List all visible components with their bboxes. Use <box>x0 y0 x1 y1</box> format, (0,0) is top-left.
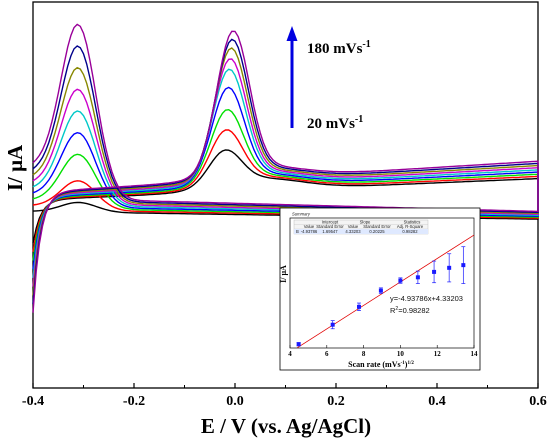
inset-fit-line <box>297 234 475 349</box>
inset-marker <box>398 278 403 283</box>
inset-x-ticks: 4 6 8 10 12 14 <box>288 345 478 358</box>
summary-group-header: Slope <box>360 220 371 225</box>
annotation-20-text: 20 mVs <box>307 116 355 132</box>
inset-xlabel-suffix-exp: 1/2 <box>407 361 414 366</box>
inset-data-point <box>398 277 403 284</box>
inset-data-point <box>357 302 361 311</box>
summary-col-header: Standard Error <box>363 224 391 229</box>
inset-data-point <box>378 287 383 294</box>
inset-marker <box>330 322 335 327</box>
summary-cell: 0.98282 <box>402 229 418 234</box>
inset-marker <box>296 342 301 347</box>
annotation-20: 20 mVs-1 <box>307 114 363 132</box>
inset-marker <box>357 304 361 309</box>
summary-col-header: Value <box>348 224 359 229</box>
inset-x-tick-label: 12 <box>434 350 442 358</box>
inset-data-point <box>447 253 452 283</box>
inset-marker <box>378 288 383 293</box>
inset-xlabel-main: Scan rate (mVs <box>348 360 400 369</box>
fit-r-squared: R2=0.98282 <box>390 306 430 315</box>
inset-data-point <box>461 246 466 284</box>
inset-points <box>296 246 466 347</box>
main-x-tick-label: -0.4 <box>22 394 44 409</box>
summary-title: Summary <box>292 212 311 217</box>
main-x-tick-label: -0.2 <box>123 394 145 409</box>
main-x-axis-label: E / V (vs. Ag/AgCl) <box>201 414 371 438</box>
summary-group-header: Intercept <box>322 220 339 225</box>
annotation-180: 180 mVs-1 <box>307 39 371 57</box>
summary-cell: 1.69547 <box>322 229 338 234</box>
main-y-axis-label: I/ μA <box>3 144 27 191</box>
summary-cell: -4.93786 <box>301 229 318 234</box>
summary-row-highlight <box>294 229 428 234</box>
main-x-tick-label: 0.2 <box>327 394 345 409</box>
scan-rate-arrow-head <box>286 26 298 41</box>
inset-xlabel-suffix: ) <box>405 360 408 369</box>
inset-fit-line-path <box>297 234 475 349</box>
main-x-tick-label: 0.0 <box>226 394 244 409</box>
main-x-tick-label: 0.6 <box>529 394 547 409</box>
r2-suffix: =0.98282 <box>398 306 430 315</box>
inset-marker <box>432 269 437 274</box>
summary-col-header: Value <box>304 224 315 229</box>
inset-x-tick-label: 14 <box>471 350 479 358</box>
r2-prefix: R <box>390 306 396 315</box>
inset-x-tick-label: 10 <box>397 350 405 358</box>
inset-y-axis-label: I/ μA <box>279 265 288 283</box>
main-x-tick-label: 0.4 <box>428 394 446 409</box>
inset-frame <box>289 217 475 349</box>
summary-row-label: B <box>296 229 299 234</box>
inset-x-tick-label: 4 <box>288 350 292 358</box>
summary-col-header: Adj. R-Square <box>397 224 424 229</box>
annotation-180-exp: -1 <box>362 39 370 50</box>
inset-x-tick-label: 8 <box>362 350 366 358</box>
summary-cell: 4.33203 <box>345 229 361 234</box>
inset-marker <box>415 275 420 280</box>
fit-equation: y=-4.93786x+4.33203 <box>390 294 463 303</box>
main-x-ticks: -0.4 -0.2 0.0 0.2 0.4 0.6 <box>22 383 547 409</box>
cv-curves <box>32 23 539 313</box>
inset-data-point <box>296 342 301 347</box>
r2-exp: 2 <box>395 306 398 312</box>
annotation-180-text: 180 mVs <box>307 41 363 57</box>
inset-data-point <box>432 260 437 284</box>
inset-xlabel-exp: -1 <box>401 361 406 366</box>
cv-curve-180 <box>32 23 539 313</box>
summary-col-header: Standard Error <box>316 224 344 229</box>
inset-x-axis-label: Scan rate (mVs-1)1/2 <box>348 360 414 369</box>
inset-data-point <box>415 270 420 284</box>
inset-marker <box>461 263 466 268</box>
annotation-20-exp: -1 <box>355 114 363 125</box>
inset-data-point <box>330 320 335 330</box>
summary-cell: 0.20225 <box>369 229 385 234</box>
summary-group-header: Statistics <box>404 220 421 225</box>
inset-marker <box>447 265 452 270</box>
inset-x-tick-label: 6 <box>325 350 329 358</box>
